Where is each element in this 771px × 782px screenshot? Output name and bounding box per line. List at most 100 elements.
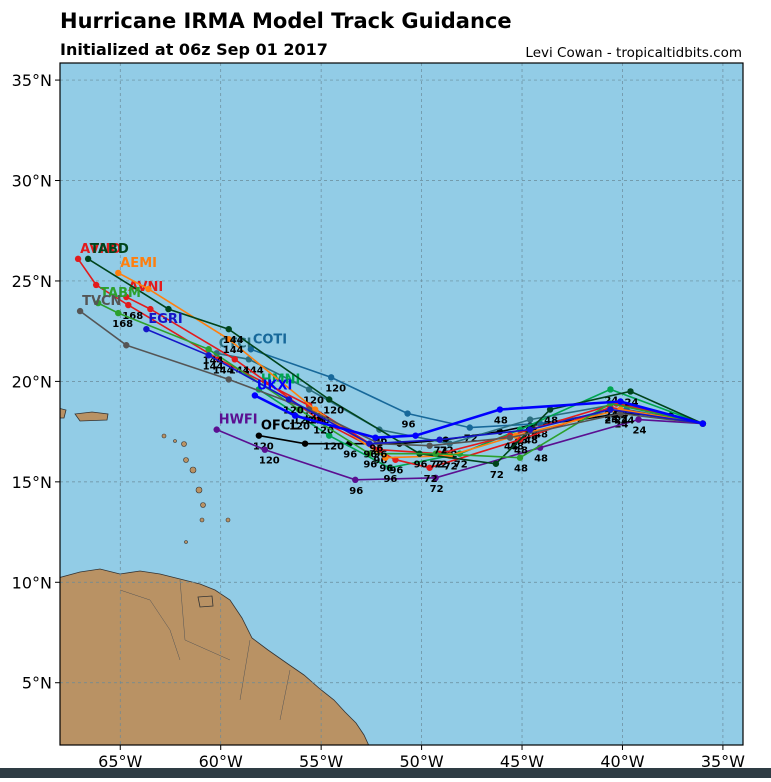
model-label: TABM xyxy=(100,286,141,301)
track-point xyxy=(225,325,232,333)
track-point xyxy=(143,325,150,333)
track-point xyxy=(115,269,122,277)
track-point xyxy=(305,386,313,393)
hour-label: 48 xyxy=(534,454,548,465)
track-point xyxy=(94,299,102,307)
hour-label: 48 xyxy=(510,442,524,453)
bottom-bar xyxy=(0,768,771,778)
track-point xyxy=(247,346,255,353)
hour-label: 72 xyxy=(464,434,478,445)
model-label: AVNO xyxy=(80,242,121,257)
track-point xyxy=(291,412,299,419)
track-point xyxy=(255,432,263,439)
hour-label: 120 xyxy=(303,412,324,423)
hour-label: 48 xyxy=(534,430,548,441)
track-point xyxy=(627,388,634,395)
hour-label: 24 xyxy=(604,414,618,425)
hour-label: 120 xyxy=(293,416,314,427)
hour-label: 96 xyxy=(369,444,383,455)
x-tick-label: 65°W xyxy=(98,752,142,771)
track-point xyxy=(74,255,82,263)
plot-frame xyxy=(59,62,744,746)
track-point xyxy=(295,406,303,413)
hour-label: 96 xyxy=(383,474,397,485)
model-label: UKXI xyxy=(257,378,293,393)
track-point xyxy=(412,432,419,439)
x-tick-label: 50°W xyxy=(399,752,443,771)
track-point xyxy=(607,386,614,393)
hour-label: 144 xyxy=(243,365,264,376)
borders xyxy=(119,579,291,721)
track-point xyxy=(84,255,92,263)
track-point xyxy=(231,356,238,363)
hour-label: 96 xyxy=(402,420,416,431)
track-point xyxy=(147,305,154,313)
hour-label: 120 xyxy=(283,405,304,416)
track-point xyxy=(372,434,379,441)
y-tick-label: 15°N xyxy=(12,473,52,492)
hour-label: 120 xyxy=(259,456,280,467)
model-label: TABD xyxy=(90,242,129,257)
hour-label: 72 xyxy=(454,460,468,471)
track-point xyxy=(699,420,707,427)
hour-label: 48 xyxy=(494,416,508,427)
hour-label: 120 xyxy=(289,422,310,433)
hour-label: 96 xyxy=(349,486,363,497)
track-line xyxy=(77,258,703,455)
hour-label: 96 xyxy=(343,450,357,461)
hour-label: 72 xyxy=(490,470,504,481)
hour-label: 72 xyxy=(430,460,444,471)
hour-label: 96 xyxy=(373,456,387,467)
model-label: AEMI xyxy=(120,256,157,271)
hour-label: 96 xyxy=(379,464,393,475)
model-label: TVCN xyxy=(82,294,121,309)
hour-label: 72 xyxy=(444,462,458,473)
hour-label: 24 xyxy=(633,426,647,437)
hour-label: 48 xyxy=(504,442,518,453)
track-point xyxy=(285,396,293,403)
track-point xyxy=(205,352,212,359)
hour-label: 96 xyxy=(363,460,377,471)
land xyxy=(60,408,370,745)
track-point xyxy=(366,440,373,447)
track-point xyxy=(123,293,130,301)
track-point xyxy=(432,474,439,482)
credit: Levi Cowan - tropicaltidbits.com xyxy=(525,45,742,61)
track-point xyxy=(426,442,433,449)
track-point xyxy=(526,426,534,433)
south-america xyxy=(60,568,370,745)
track-point xyxy=(225,376,232,383)
track-point xyxy=(436,436,443,443)
track-point xyxy=(516,454,524,461)
track-line xyxy=(146,328,703,445)
hour-label: 72 xyxy=(434,446,448,457)
track-point xyxy=(426,464,433,471)
puerto-rico xyxy=(74,411,109,422)
hour-label: 144 xyxy=(213,365,234,376)
hour-label: 48 xyxy=(544,416,558,427)
hour-label: 24 xyxy=(614,416,628,427)
hour-label: 48 xyxy=(524,432,538,443)
model-label: COTI xyxy=(253,332,287,347)
y-tick-label: 20°N xyxy=(12,372,52,391)
hour-label: 144 xyxy=(229,365,250,376)
track-point xyxy=(301,440,309,447)
hour-label: 120 xyxy=(323,442,344,453)
hour-label: 120 xyxy=(313,426,334,437)
track-point xyxy=(205,346,212,353)
track-point xyxy=(123,342,130,349)
y-tick-label: 25°N xyxy=(12,272,52,291)
hour-label: 24 xyxy=(625,397,639,408)
track-point xyxy=(165,305,172,313)
x-tick-label: 35°W xyxy=(701,752,745,771)
hour-label: 96 xyxy=(414,460,428,471)
track-point xyxy=(251,392,259,399)
hour-label: 96 xyxy=(389,466,403,477)
track-point xyxy=(366,450,373,457)
track-point xyxy=(325,432,333,439)
track-point xyxy=(225,336,232,343)
track-point xyxy=(261,446,269,453)
track-point xyxy=(115,309,122,317)
track-point xyxy=(607,406,614,413)
hour-label: 48 xyxy=(524,436,538,447)
